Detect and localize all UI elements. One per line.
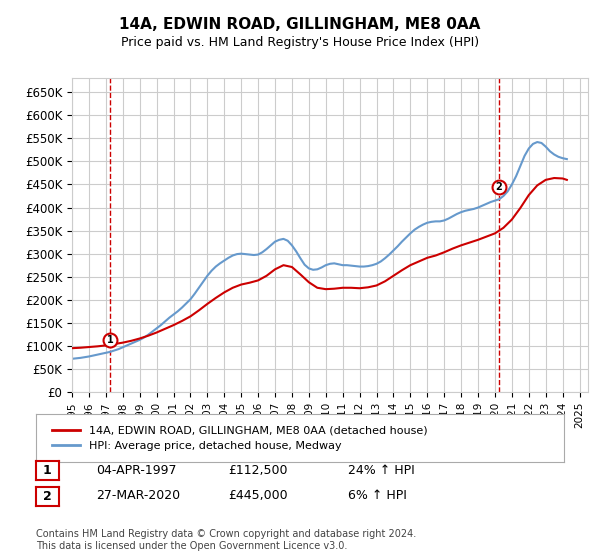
Text: 27-MAR-2020: 27-MAR-2020	[96, 489, 180, 502]
Text: 14A, EDWIN ROAD, GILLINGHAM, ME8 0AA: 14A, EDWIN ROAD, GILLINGHAM, ME8 0AA	[119, 17, 481, 32]
Legend: 14A, EDWIN ROAD, GILLINGHAM, ME8 0AA (detached house), HPI: Average price, detac: 14A, EDWIN ROAD, GILLINGHAM, ME8 0AA (de…	[47, 420, 433, 456]
Text: 04-APR-1997: 04-APR-1997	[96, 464, 176, 477]
Text: 2: 2	[43, 489, 52, 503]
Text: £445,000: £445,000	[228, 489, 287, 502]
Text: 6% ↑ HPI: 6% ↑ HPI	[348, 489, 407, 502]
Text: £112,500: £112,500	[228, 464, 287, 477]
Text: 1: 1	[107, 335, 113, 345]
Text: 2: 2	[496, 182, 502, 192]
Text: Contains HM Land Registry data © Crown copyright and database right 2024.
This d: Contains HM Land Registry data © Crown c…	[36, 529, 416, 551]
Text: 24% ↑ HPI: 24% ↑ HPI	[348, 464, 415, 477]
Text: 1: 1	[43, 464, 52, 478]
Text: Price paid vs. HM Land Registry's House Price Index (HPI): Price paid vs. HM Land Registry's House …	[121, 36, 479, 49]
